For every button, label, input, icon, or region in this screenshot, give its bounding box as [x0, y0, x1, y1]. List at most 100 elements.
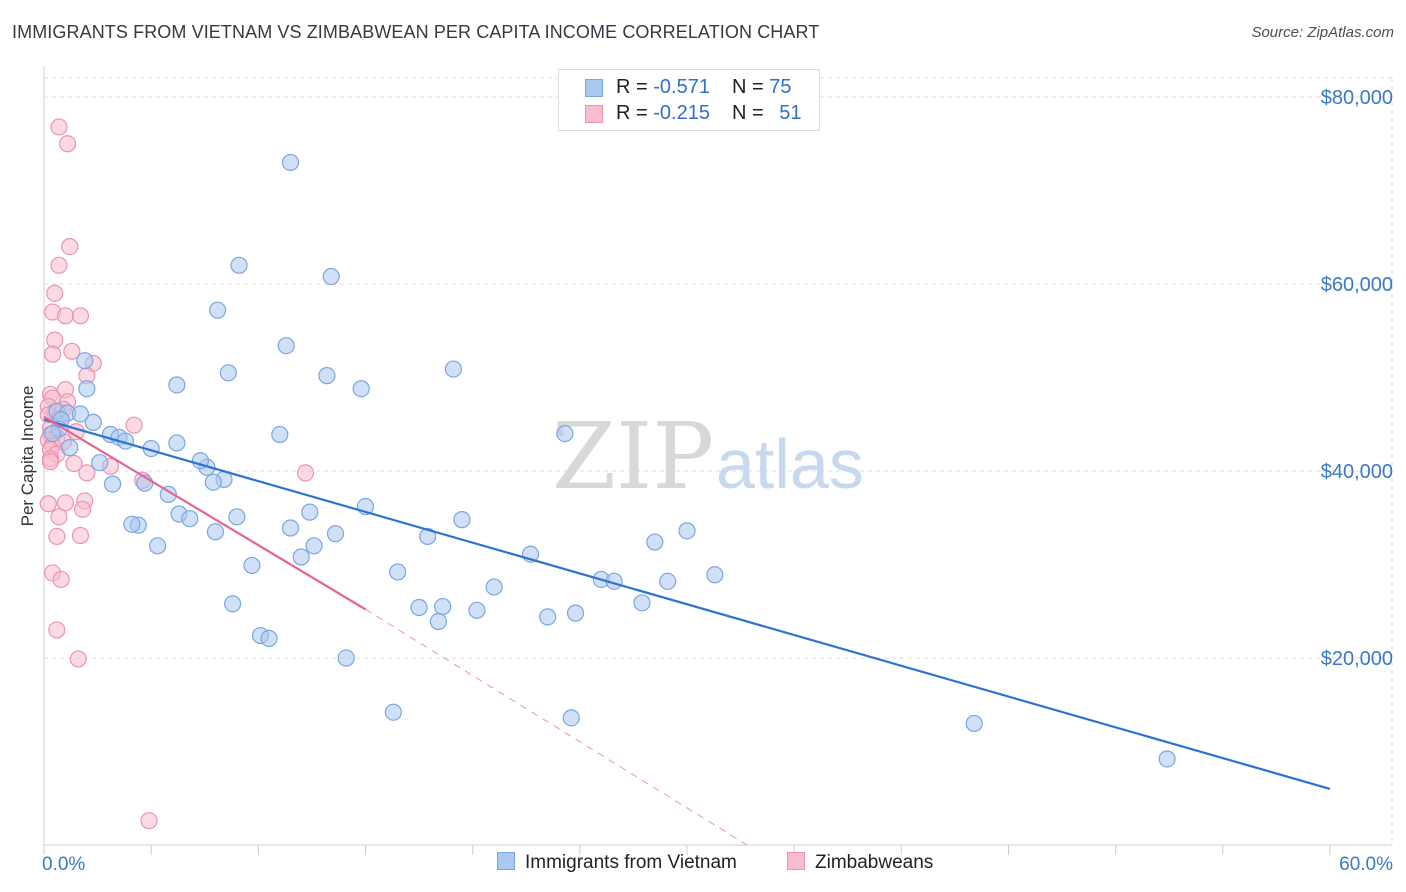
legend-r-value: -0.215 [653, 102, 710, 124]
data-point-vietnam [318, 367, 336, 385]
data-point-zimbabweans [65, 454, 83, 473]
trend-line-zimbabweans [43, 415, 367, 611]
data-point-vietnam [148, 537, 167, 555]
data-point-vietnam [429, 612, 447, 631]
y-tick-label: $20,000 [1321, 648, 1393, 670]
data-point-zimbabweans [48, 621, 66, 639]
data-point-zimbabweans [71, 526, 90, 545]
data-point-vietnam [181, 510, 199, 528]
data-point-vietnam [91, 453, 109, 472]
data-point-vietnam [230, 256, 248, 274]
legend-item-zimbabweans: Zimbabweans [787, 852, 933, 874]
data-point-vietnam [260, 629, 278, 647]
data-point-zimbabweans [46, 284, 64, 302]
data-point-vietnam [277, 337, 295, 355]
legend-r-label: R = [616, 76, 654, 98]
data-point-vietnam [206, 523, 225, 541]
legend-swatch-pink [787, 852, 805, 870]
data-point-vietnam [468, 601, 486, 619]
data-point-vietnam [209, 301, 227, 319]
data-point-zimbabweans [69, 650, 87, 668]
y-tick-label: $80,000 [1321, 87, 1393, 109]
watermark-zip: ZIP [552, 403, 714, 510]
legend-n-value: 51 [779, 102, 802, 124]
data-point-vietnam [219, 364, 237, 382]
data-point-zimbabweans [50, 256, 68, 274]
data-point-vietnam [556, 425, 574, 443]
data-point-vietnam [1158, 750, 1176, 768]
legend-text-vietnam: R = -0.571 N = 75 [616, 76, 791, 99]
legend-n-label: N = [731, 102, 770, 124]
legend-label-vietnam: Immigrants from Vietnam [525, 852, 737, 873]
watermark-atlas: atlas [716, 425, 864, 503]
data-point-zimbabweans [48, 527, 66, 546]
data-point-zimbabweans [58, 135, 77, 153]
data-point-vietnam [444, 360, 462, 378]
trend-lines [43, 415, 1331, 846]
legend-n-label: N = [731, 76, 770, 98]
data-point-vietnam [228, 508, 246, 526]
data-point-vietnam [410, 598, 428, 617]
data-point-vietnam [389, 563, 407, 581]
data-point-zimbabweans [63, 342, 81, 360]
x-tick-label-min: 0.0% [42, 854, 85, 875]
data-point-vietnam [453, 511, 471, 529]
data-point-vietnam [71, 405, 90, 423]
data-point-zimbabweans [296, 464, 315, 482]
legend-text-zimbabweans: R = -0.215 N = 51 [616, 102, 801, 125]
data-point-vietnam [78, 380, 96, 398]
data-point-zimbabweans [41, 453, 60, 471]
data-point-vietnam [168, 376, 186, 394]
trend-line-zimbabweans-extension [365, 608, 748, 846]
data-point-vietnam [434, 597, 452, 616]
data-point-vietnam [123, 515, 141, 533]
data-point-zimbabweans [56, 307, 75, 325]
data-point-zimbabweans [56, 494, 75, 512]
y-tick-label: $40,000 [1321, 461, 1393, 483]
data-point-vietnam [678, 522, 696, 540]
data-point-vietnam [352, 380, 370, 398]
data-point-vietnam [337, 649, 355, 667]
data-point-zimbabweans [140, 812, 158, 830]
data-point-vietnam [292, 548, 310, 566]
legend-r-label: R = [616, 102, 654, 124]
data-point-zimbabweans [50, 508, 68, 526]
legend-n-value: 75 [769, 76, 792, 98]
legend-r-value: -0.571 [653, 76, 710, 98]
legend-label-zimbabweans: Zimbabweans [815, 852, 934, 873]
data-point-zimbabweans [71, 307, 90, 325]
x-tick-label-max: 60.0% [1339, 854, 1393, 875]
data-point-zimbabweans [43, 345, 62, 363]
correlation-legend: R = -0.571 N = 75 R = -0.215 N = 51 [558, 69, 820, 131]
data-point-vietnam [485, 578, 503, 596]
data-point-vietnam [103, 475, 122, 493]
data-point-vietnam [326, 525, 345, 543]
data-point-vietnam [168, 434, 186, 452]
data-point-vietnam [384, 703, 402, 721]
data-point-vietnam [633, 594, 651, 612]
data-point-vietnam [562, 709, 580, 727]
series-zimbabweans-points [39, 118, 315, 830]
data-point-vietnam [84, 413, 102, 431]
data-point-vietnam [419, 527, 437, 546]
data-point-vietnam [659, 572, 677, 590]
data-point-vietnam [706, 566, 724, 584]
data-point-vietnam [204, 473, 222, 491]
data-point-vietnam [566, 604, 585, 622]
legend-item-vietnam: Immigrants from Vietnam [497, 852, 737, 874]
legend-swatch-pink [585, 105, 603, 123]
data-point-zimbabweans [125, 416, 143, 434]
y-tick-label: $60,000 [1321, 274, 1393, 296]
data-point-vietnam [539, 608, 557, 626]
data-point-vietnam [322, 267, 340, 286]
data-point-vietnam [281, 153, 300, 172]
data-point-zimbabweans [73, 500, 92, 518]
data-point-vietnam [61, 439, 79, 457]
data-point-vietnam [224, 595, 242, 613]
data-point-vietnam [43, 425, 62, 443]
tick-labels: $20,000 $40,000 $60,000 $80,000 0.0% 60.0% [42, 87, 1393, 875]
data-point-zimbabweans [61, 238, 79, 256]
legend-row-zimbabweans: R = -0.215 N = 51 [559, 101, 819, 127]
data-point-zimbabweans [50, 118, 68, 136]
